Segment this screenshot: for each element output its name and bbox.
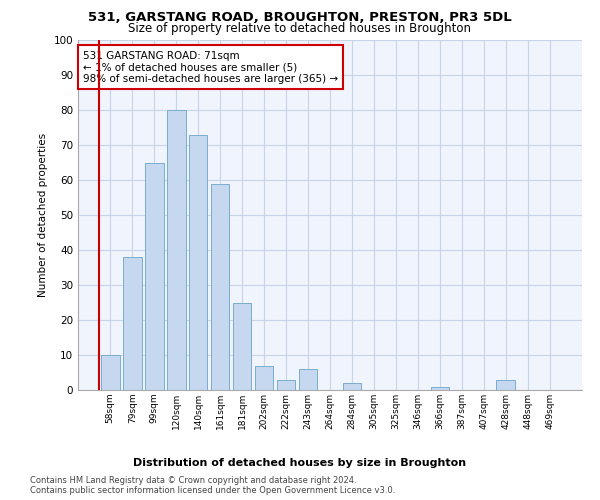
Y-axis label: Number of detached properties: Number of detached properties	[38, 133, 48, 297]
Bar	[101, 355, 119, 390]
Text: 531 GARSTANG ROAD: 71sqm
← 1% of detached houses are smaller (5)
98% of semi-det: 531 GARSTANG ROAD: 71sqm ← 1% of detache…	[83, 50, 338, 84]
Bar	[167, 110, 185, 390]
Text: Size of property relative to detached houses in Broughton: Size of property relative to detached ho…	[128, 22, 472, 35]
Text: Distribution of detached houses by size in Broughton: Distribution of detached houses by size …	[133, 458, 467, 468]
Bar	[277, 380, 295, 390]
Bar	[343, 383, 361, 390]
Text: Contains public sector information licensed under the Open Government Licence v3: Contains public sector information licen…	[30, 486, 395, 495]
Bar	[189, 134, 208, 390]
Bar	[233, 302, 251, 390]
Bar	[145, 162, 164, 390]
Bar	[255, 366, 274, 390]
Text: 531, GARSTANG ROAD, BROUGHTON, PRESTON, PR3 5DL: 531, GARSTANG ROAD, BROUGHTON, PRESTON, …	[88, 11, 512, 24]
Bar	[211, 184, 229, 390]
Text: Contains HM Land Registry data © Crown copyright and database right 2024.: Contains HM Land Registry data © Crown c…	[30, 476, 356, 485]
Bar	[496, 380, 515, 390]
Bar	[299, 369, 317, 390]
Bar	[431, 386, 449, 390]
Bar	[123, 257, 142, 390]
